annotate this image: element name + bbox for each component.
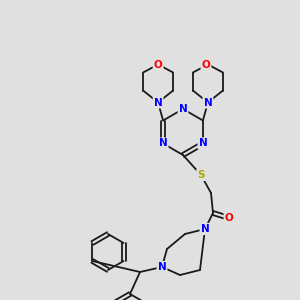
Text: O: O <box>225 213 233 223</box>
Text: N: N <box>178 104 188 114</box>
Text: O: O <box>202 59 210 70</box>
Text: N: N <box>158 262 166 272</box>
Text: N: N <box>203 98 212 107</box>
Text: O: O <box>154 59 163 70</box>
Text: S: S <box>197 170 205 180</box>
Text: N: N <box>199 139 207 148</box>
Text: N: N <box>201 224 209 234</box>
Text: N: N <box>154 98 163 107</box>
Text: N: N <box>159 139 167 148</box>
